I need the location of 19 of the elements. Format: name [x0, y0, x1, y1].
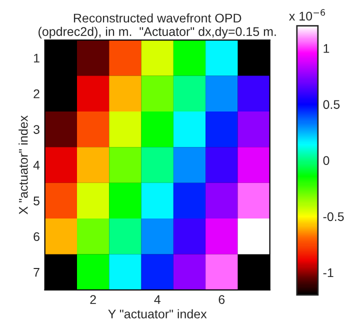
color-bar-label: 1 — [324, 44, 330, 53]
color-bar-title: x 10$^{−6}$ — [289, 9, 325, 21]
y-tick-label: 5 — [34, 196, 40, 206]
color-bar-label: 0.5 — [323, 100, 340, 109]
color-bar-label: 0 — [323, 156, 330, 166]
color-bar-label: -1 — [323, 268, 334, 278]
color-bar-label: -0.5 — [323, 212, 344, 222]
y-tick-label: 6 — [34, 232, 40, 242]
y-tick-label: 7 — [34, 268, 40, 277]
x-axis-title: Y "actuator" index — [108, 309, 207, 318]
x-tick-label: 6 — [218, 295, 225, 304]
x-tick-label: 2 — [90, 295, 96, 304]
y-tick-label: 3 — [34, 125, 40, 134]
y-tick-label: 1 — [34, 54, 40, 62]
chart-title: Reconstructed wavefront OPD (opdrec2d), in m. "Actuator" dx,dy=0.15 m. — [38, 13, 276, 38]
x-tick-label: 4 — [154, 295, 160, 304]
y-tick-label: 4 — [33, 160, 40, 170]
y-tick-label: 2 — [34, 89, 40, 98]
y-axis-title: X "actuator" index — [18, 116, 28, 214]
